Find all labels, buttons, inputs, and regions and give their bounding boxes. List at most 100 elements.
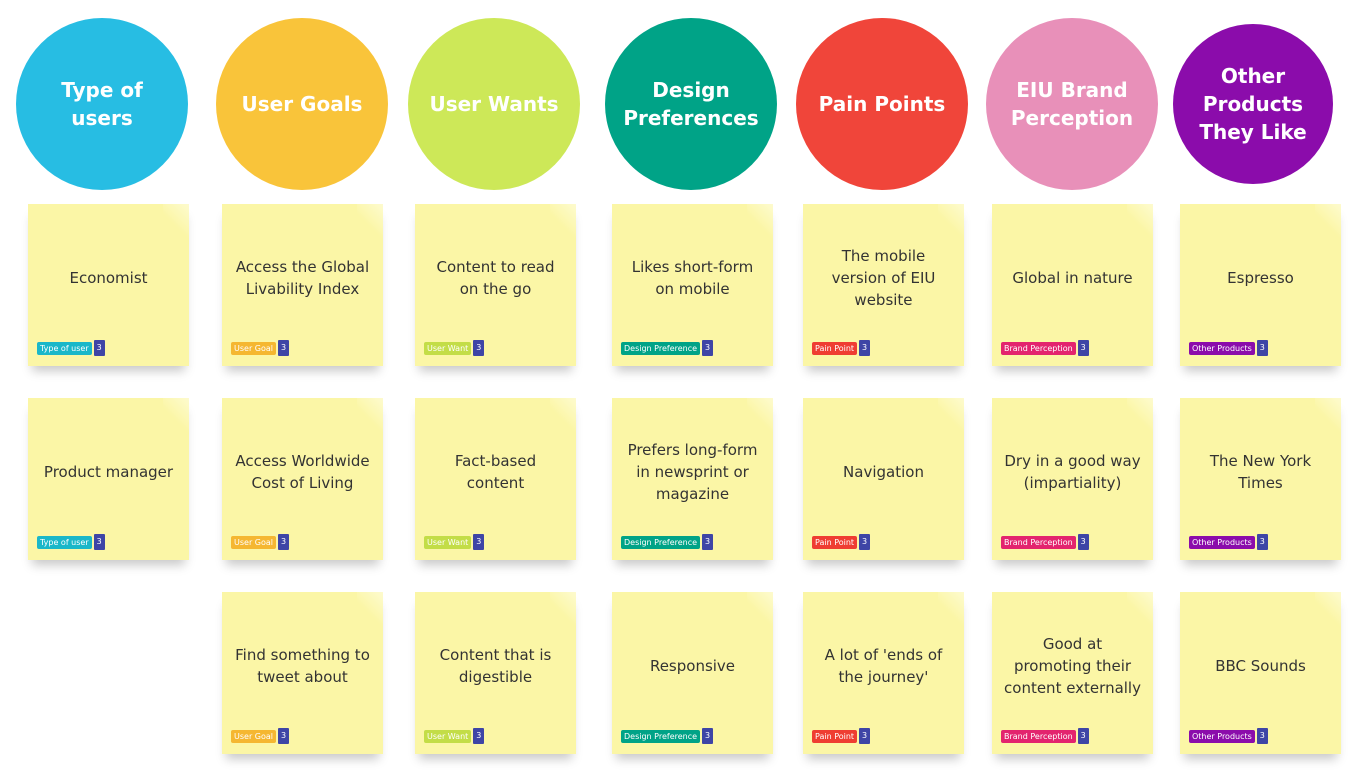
tag-label: Design Preference: [621, 341, 701, 355]
tag-label: Type of user: [37, 535, 92, 549]
sticky-note-design-preferences[interactable]: Responsive Design Preference 3: [612, 592, 773, 754]
note-tag[interactable]: Other Products 3: [1189, 340, 1268, 356]
note-tag[interactable]: User Goal 3: [231, 534, 289, 550]
tag-label: User Goal: [231, 729, 276, 743]
note-tag[interactable]: Design Preference 3: [621, 340, 714, 356]
sticky-note-text: The mobile version of EIU website: [831, 247, 936, 309]
note-tag[interactable]: User Want 3: [424, 534, 485, 550]
tag-count-badge: 3: [93, 340, 105, 356]
tag-label: Brand Perception: [1001, 729, 1076, 743]
note-tag[interactable]: User Want 3: [424, 340, 485, 356]
sticky-note-user-wants[interactable]: Content to read on the go User Want 3: [415, 204, 576, 366]
tag-count-badge: 3: [1077, 534, 1089, 550]
category-circle-design-preferences: Design Preferences: [605, 18, 777, 190]
tag-count-badge: 3: [859, 340, 871, 356]
sticky-note-text: Likes short-form on mobile: [631, 258, 754, 298]
sticky-note-design-preferences[interactable]: Likes short-form on mobile Design Prefere…: [612, 204, 773, 366]
sticky-note-text: Access Worldwide Cost of Living: [235, 452, 370, 492]
sticky-note-type-of-users[interactable]: Product manager Type of user 3: [28, 398, 189, 560]
tag-label: Design Preference: [621, 729, 701, 743]
sticky-note-text: Access the Global Livability Index: [235, 258, 370, 298]
sticky-note-eiu-brand-perception[interactable]: Global in nature Brand Perception 3: [992, 204, 1153, 366]
tag-label: Pain Point: [812, 341, 858, 355]
note-tag[interactable]: Design Preference 3: [621, 534, 714, 550]
sticky-note-eiu-brand-perception[interactable]: Dry in a good way (impartiality) Brand Pe…: [992, 398, 1153, 560]
sticky-note-text: Espresso: [1227, 269, 1294, 287]
tag-count-badge: 3: [93, 534, 105, 550]
sticky-note-eiu-brand-perception[interactable]: Good at promoting their content external…: [992, 592, 1153, 754]
tag-count-badge: 3: [473, 728, 485, 744]
sticky-note-type-of-users[interactable]: Economist Type of user 3: [28, 204, 189, 366]
sticky-note-text: Product manager: [43, 463, 174, 481]
tag-label: Design Preference: [621, 535, 701, 549]
tag-count-badge: 3: [1256, 728, 1268, 744]
tag-label: Other Products: [1189, 341, 1255, 355]
note-tag[interactable]: Other Products 3: [1189, 534, 1268, 550]
tag-label: Pain Point: [812, 535, 858, 549]
tag-count-badge: 3: [702, 534, 714, 550]
note-tag[interactable]: Brand Perception 3: [1001, 728, 1089, 744]
tag-label: Brand Perception: [1001, 341, 1076, 355]
sticky-note-design-preferences[interactable]: Prefers long-form in newsprint or magazi…: [612, 398, 773, 560]
note-tag[interactable]: User Want 3: [424, 728, 485, 744]
tag-count-badge: 3: [1256, 340, 1268, 356]
sticky-note-user-goals[interactable]: Access the Global Livability Index User G…: [222, 204, 383, 366]
sticky-note-user-wants[interactable]: Content that is digestible User Want 3: [415, 592, 576, 754]
tag-count-badge: 3: [702, 340, 714, 356]
category-circle-pain-points: Pain Points: [796, 18, 968, 190]
sticky-note-pain-points[interactable]: A lot of 'ends of the journey' Pain Point…: [803, 592, 964, 754]
tag-count-badge: 3: [1256, 534, 1268, 550]
note-tag[interactable]: User Goal 3: [231, 728, 289, 744]
note-tag[interactable]: Brand Perception 3: [1001, 534, 1089, 550]
sticky-note-user-goals[interactable]: Find something to tweet about User Goal 3: [222, 592, 383, 754]
note-tag[interactable]: Other Products 3: [1189, 728, 1268, 744]
sticky-note-text: Responsive: [649, 657, 736, 675]
tag-count-badge: 3: [1077, 340, 1089, 356]
note-tag[interactable]: Pain Point 3: [812, 728, 871, 744]
sticky-note-text: Prefers long-form in newsprint or magazi…: [627, 441, 758, 503]
note-tag[interactable]: Type of user 3: [37, 340, 105, 356]
tag-count-badge: 3: [278, 728, 289, 744]
sticky-note-other-products-they-like[interactable]: Espresso Other Products 3: [1180, 204, 1341, 366]
sticky-note-pain-points[interactable]: The mobile version of EIU website Pain Po…: [803, 204, 964, 366]
tag-count-badge: 3: [702, 728, 714, 744]
tag-label: Brand Perception: [1001, 535, 1076, 549]
sticky-note-text: Navigation: [843, 463, 924, 481]
sticky-note-text: Content to read on the go: [436, 258, 555, 298]
sticky-note-user-wants[interactable]: Fact-based content User Want 3: [415, 398, 576, 560]
category-circle-user-wants: User Wants: [408, 18, 580, 190]
note-tag[interactable]: User Goal 3: [231, 340, 289, 356]
category-circle-type-of-users: Type of users: [16, 18, 188, 190]
note-tag[interactable]: Type of user 3: [37, 534, 105, 550]
sticky-note-pain-points[interactable]: Navigation Pain Point 3: [803, 398, 964, 560]
sticky-note-text: Fact-based content: [454, 452, 537, 492]
note-tag[interactable]: Design Preference 3: [621, 728, 714, 744]
category-circle-user-goals: User Goals: [216, 18, 388, 190]
category-circle-other-products-they-like: Other Products They Like: [1173, 24, 1333, 184]
sticky-note-text: Dry in a good way (impartiality): [1004, 452, 1141, 492]
tag-label: User Want: [424, 729, 472, 743]
sticky-note-text: BBC Sounds: [1215, 657, 1306, 675]
sticky-note-user-goals[interactable]: Access Worldwide Cost of Living User Goal…: [222, 398, 383, 560]
tag-count-badge: 3: [859, 728, 871, 744]
sticky-note-text: Content that is digestible: [439, 646, 552, 686]
tag-label: Other Products: [1189, 535, 1255, 549]
sticky-note-text: Find something to tweet about: [235, 646, 370, 686]
note-tag[interactable]: Brand Perception 3: [1001, 340, 1089, 356]
tag-count-badge: 3: [1077, 728, 1089, 744]
tag-label: User Goal: [231, 535, 276, 549]
sticky-note-text: Economist: [69, 269, 148, 287]
sticky-note-text: Good at promoting their content external…: [1004, 635, 1141, 697]
note-tag[interactable]: Pain Point 3: [812, 340, 871, 356]
tag-count-badge: 3: [859, 534, 871, 550]
sticky-note-other-products-they-like[interactable]: The New York Times Other Products 3: [1180, 398, 1341, 560]
category-circle-eiu-brand-perception: EIU Brand Perception: [986, 18, 1158, 190]
tag-count-badge: 3: [278, 534, 289, 550]
tag-count-badge: 3: [473, 534, 485, 550]
tag-label: Type of user: [37, 341, 92, 355]
sticky-note-text: A lot of 'ends of the journey': [824, 646, 943, 686]
note-tag[interactable]: Pain Point 3: [812, 534, 871, 550]
tag-label: User Goal: [231, 341, 276, 355]
sticky-note-other-products-they-like[interactable]: BBC Sounds Other Products 3: [1180, 592, 1341, 754]
